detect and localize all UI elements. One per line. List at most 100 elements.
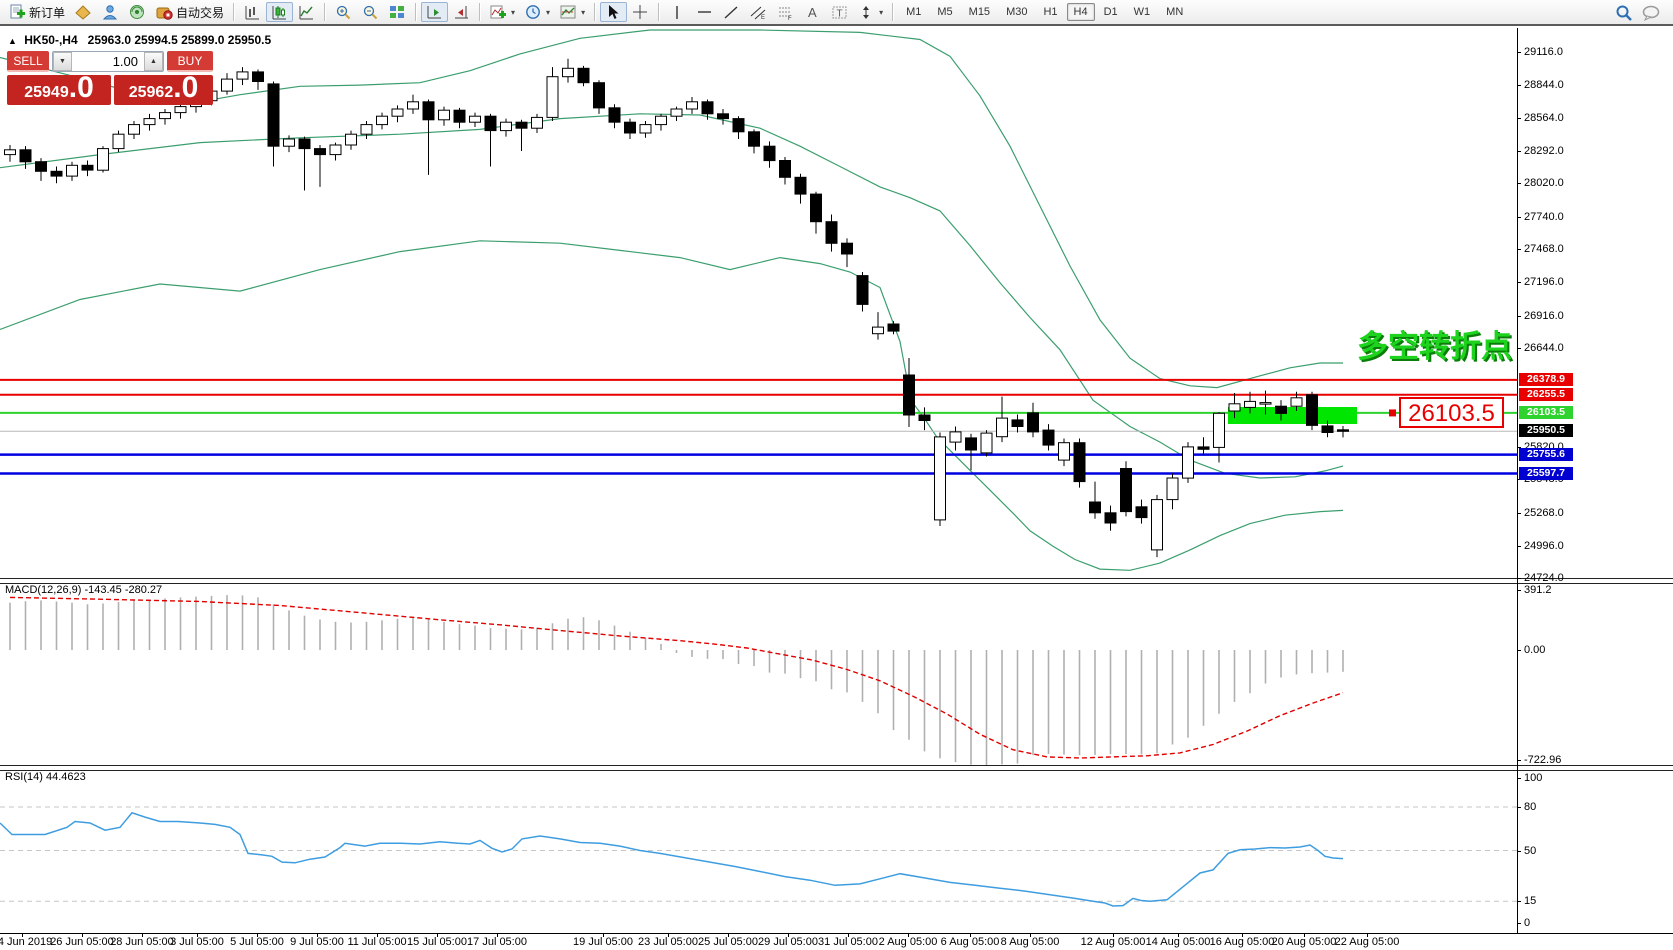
crosshair-icon	[632, 4, 649, 21]
bid-price-main: 25949	[24, 84, 69, 101]
buy-button[interactable]: BUY	[167, 51, 213, 72]
zoom-in-button[interactable]	[330, 2, 357, 22]
timeframe-m15-button[interactable]: M15	[968, 6, 991, 18]
templates-dropdown-caret[interactable]: ▾	[581, 7, 586, 17]
periods-button[interactable]: ▾	[520, 2, 555, 22]
text-button[interactable]: A	[799, 2, 826, 22]
timeframe-m5-button[interactable]: M5	[937, 6, 953, 18]
ask-price-button[interactable]: 25962.0	[114, 73, 213, 105]
time-label: 15 Jul 05:00	[407, 936, 467, 948]
periods-dropdown-caret[interactable]: ▾	[546, 7, 551, 17]
bar-chart-icon	[244, 4, 261, 21]
volume-decrease-button[interactable]: ▼	[53, 52, 72, 71]
chat-icon[interactable]	[1642, 4, 1660, 21]
time-label: 20 Aug 05:00	[1271, 936, 1337, 948]
profile-icon	[102, 4, 119, 21]
time-label: 2 Aug 05:00	[878, 936, 938, 948]
price-tick-label: 26916.0	[1524, 310, 1564, 322]
time-label: 5 Jul 05:00	[230, 936, 284, 948]
candlestick-chart-button[interactable]	[266, 2, 294, 22]
arrows-button[interactable]: ▾	[853, 2, 888, 22]
rsi-label: RSI(14) 44.4623	[5, 771, 86, 783]
time-label: 31 Jul 05:00	[818, 936, 878, 948]
arrows-icon	[858, 4, 875, 21]
vertical-line-icon	[669, 4, 686, 21]
vertical-line-button[interactable]	[664, 2, 691, 22]
price-tick-label: 25268.0	[1524, 507, 1564, 519]
new-order-button[interactable]: 新订单	[4, 2, 70, 22]
equidistant-channel-button[interactable]: E	[745, 2, 772, 22]
time-tick	[377, 933, 378, 937]
timeframe-mn-button[interactable]: MN	[1166, 6, 1184, 18]
indicators-button[interactable]: ▾	[485, 2, 520, 22]
time-label: 19 Jul 05:00	[573, 936, 633, 948]
ohlc-values: 25963.0 25994.5 25899.0 25950.5	[87, 33, 272, 47]
volume-input[interactable]	[72, 52, 144, 71]
horizontal-line-icon	[696, 4, 713, 21]
trendline-button[interactable]	[718, 2, 745, 22]
time-tick	[317, 933, 318, 937]
price-tick-label: 27740.0	[1524, 211, 1564, 223]
text-icon: A	[804, 4, 821, 21]
time-label: 23 Jul 05:00	[638, 936, 698, 948]
bar-chart-button[interactable]	[239, 2, 266, 22]
templates-button[interactable]: ▾	[555, 2, 590, 22]
timeframe-h4-button[interactable]: H4	[1066, 3, 1095, 21]
macd-indicator-pane[interactable]	[0, 582, 1517, 766]
price-tick-label: 29116.0	[1524, 46, 1563, 58]
pane-separator-rsi[interactable]	[0, 765, 1673, 771]
search-icon[interactable]	[1615, 4, 1632, 21]
price-tick	[1517, 151, 1521, 152]
rsi-indicator-pane[interactable]	[0, 769, 1517, 933]
collapse-panel-icon[interactable]: ▲	[8, 36, 17, 46]
fibonacci-button[interactable]: F	[772, 2, 799, 22]
chart-shift-icon	[453, 4, 470, 21]
signals-button[interactable]	[124, 2, 151, 22]
rsi-scale-label: 100	[1524, 772, 1543, 784]
time-axis-line	[0, 933, 1673, 934]
time-tick	[437, 933, 438, 937]
sell-button[interactable]: SELL	[7, 51, 49, 72]
one-click-trade-panel: SELL ▼ ▲ BUY 25949.0 25962.0	[7, 51, 213, 105]
chart-shift-button[interactable]	[448, 2, 475, 22]
macd-label: MACD(12,26,9) -143.45 -280.27	[5, 584, 163, 596]
crosshair-button[interactable]	[627, 2, 654, 22]
autotrading-button[interactable]: 自动交易	[151, 2, 229, 22]
timeframe-m1-button[interactable]: M1	[906, 6, 922, 18]
line-chart-button[interactable]	[293, 2, 320, 22]
zoom-out-button[interactable]	[357, 2, 384, 22]
price-tag-25950.5: 25950.5	[1519, 424, 1573, 437]
timeframe-h1-button[interactable]: H1	[1043, 6, 1058, 18]
pane-separator-macd[interactable]	[0, 578, 1673, 584]
price-tick-label: 27196.0	[1524, 276, 1564, 288]
price-tick	[1517, 447, 1521, 448]
profiles-button[interactable]	[97, 2, 124, 22]
horizontal-line-button[interactable]	[691, 2, 718, 22]
indicators-icon	[490, 4, 507, 21]
bid-price-button[interactable]: 25949.0	[7, 73, 111, 105]
indicators-dropdown-caret[interactable]: ▾	[511, 7, 516, 17]
time-tick	[1178, 933, 1179, 937]
macd-scale-tick	[1517, 590, 1521, 591]
rsi-scale-tick	[1517, 901, 1521, 902]
chart-window-button[interactable]	[70, 2, 97, 22]
tile-windows-button[interactable]	[384, 2, 411, 22]
auto-scroll-button[interactable]	[421, 2, 449, 22]
arrows-dropdown-caret[interactable]: ▾	[879, 7, 884, 17]
volume-increase-button[interactable]: ▲	[144, 52, 163, 71]
timeframe-d1-button[interactable]: D1	[1103, 6, 1118, 18]
svg-text:多空转折点: 多空转折点	[1357, 329, 1512, 364]
time-label: 3 Jul 05:00	[170, 936, 224, 948]
time-tick	[1113, 933, 1114, 937]
new-order-label: 新订单	[29, 5, 66, 20]
text-label-button[interactable]: T	[826, 2, 853, 22]
price-tick-label: 28020.0	[1524, 177, 1564, 189]
cursor-button[interactable]	[600, 2, 628, 22]
price-tick	[1517, 578, 1521, 579]
trendline-icon	[723, 4, 740, 21]
timeframe-w1-button[interactable]: W1	[1133, 6, 1151, 18]
timeframe-m30-button[interactable]: M30	[1006, 6, 1028, 18]
time-label: 28 Jun 05:00	[110, 936, 174, 948]
